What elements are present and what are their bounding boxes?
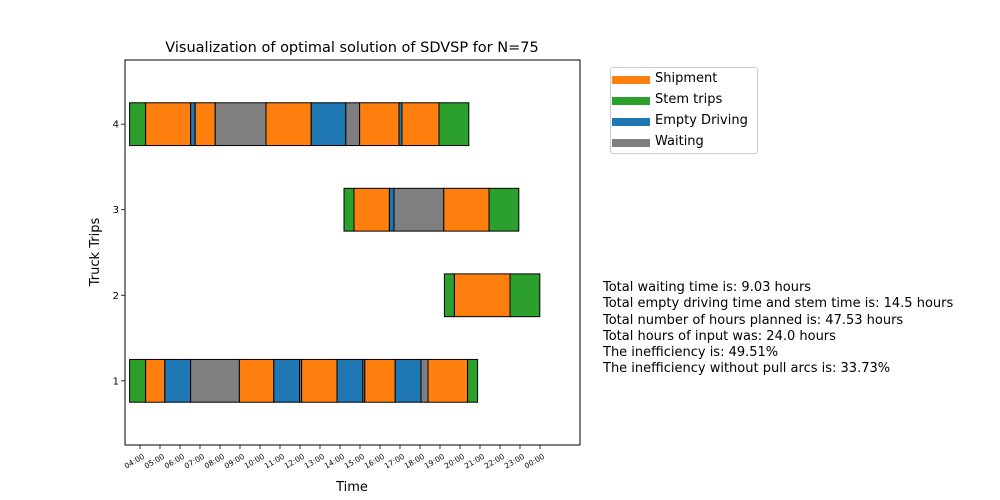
bar-truck4-stem-11 xyxy=(438,102,470,147)
bar-truck1-stem-14 xyxy=(467,358,479,403)
bars-layer xyxy=(129,102,541,403)
bar-truck4-shipment-1 xyxy=(145,102,192,147)
bar-truck1-empty-5 xyxy=(273,358,301,403)
x-tick-label-17: 21:00 xyxy=(463,452,486,471)
x-tick-label-12: 16:00 xyxy=(363,452,386,471)
x-tick-label-18: 22:00 xyxy=(483,452,506,471)
x-tick-label-4: 08:00 xyxy=(203,452,226,471)
x-tick-label-20: 00:00 xyxy=(523,452,546,471)
legend-swatch-shipment xyxy=(612,76,650,84)
bar-truck1-empty-8 xyxy=(336,358,364,403)
legend-label-shipment: Shipment xyxy=(655,71,718,86)
legend-label-waiting: Waiting xyxy=(655,134,704,149)
y-tick-label-3: 4 xyxy=(113,120,119,131)
legend-label-empty-driving: Empty Driving xyxy=(655,113,748,128)
x-tick-label-7: 11:00 xyxy=(263,452,286,471)
legend-label-stem-trips: Stem trips xyxy=(655,92,723,107)
bar-truck3-stem-0 xyxy=(343,187,355,232)
x-tick-label-8: 12:00 xyxy=(283,452,306,471)
bar-truck3-shipment-1 xyxy=(353,187,390,232)
bar-truck4-stem-0 xyxy=(129,102,147,147)
bar-truck3-shipment-4 xyxy=(443,187,490,232)
stat-inefficiency-no-pull-arcs: The inefficiency without pull arcs is: 3… xyxy=(603,361,891,377)
y-axis-label: Truck Trips xyxy=(88,218,103,288)
bar-truck1-empty-11 xyxy=(394,358,422,403)
x-tick-label-1: 05:00 xyxy=(143,452,166,471)
legend-item-waiting: Waiting xyxy=(611,132,759,152)
bar-truck1-shipment-13 xyxy=(427,358,469,403)
bar-truck4-waiting-7 xyxy=(345,102,361,147)
bar-truck2-stem-0 xyxy=(443,273,455,318)
bar-truck1-empty-2 xyxy=(164,358,192,403)
x-tick-label-16: 20:00 xyxy=(443,452,466,471)
x-tick-label-14: 18:00 xyxy=(403,452,426,471)
stat-hours-planned: Total number of hours planned is: 47.53 … xyxy=(603,312,904,328)
x-tick-label-15: 19:00 xyxy=(423,452,446,471)
legend: Shipment Stem trips Empty Driving Waitin… xyxy=(610,67,758,154)
bar-truck3-waiting-3 xyxy=(393,187,445,232)
bar-truck4-shipment-10 xyxy=(401,102,440,147)
bar-truck2-stem-2 xyxy=(509,273,541,318)
x-tick-label-5: 09:00 xyxy=(223,452,246,471)
bar-truck1-shipment-1 xyxy=(145,358,166,403)
x-axis: 04:0005:0006:0007:0008:0009:0010:0011:00… xyxy=(123,445,546,471)
y-axis: 1 2 3 4 xyxy=(113,120,125,387)
bar-truck4-empty-2 xyxy=(190,102,196,147)
x-tick-label-19: 23:00 xyxy=(503,452,526,471)
y-tick-label-0: 1 xyxy=(113,376,119,387)
x-tick-label-6: 10:00 xyxy=(243,452,266,471)
stat-hours-input: Total hours of input was: 24.0 hours xyxy=(603,328,836,344)
y-tick-label-2: 3 xyxy=(113,205,119,216)
legend-item-stem-trips: Stem trips xyxy=(611,90,759,110)
plot-border xyxy=(124,59,581,446)
y-tick-label-1: 2 xyxy=(113,291,119,302)
bar-truck4-shipment-3 xyxy=(194,102,216,147)
x-tick-label-10: 14:00 xyxy=(323,452,346,471)
legend-item-shipment: Shipment xyxy=(611,69,759,89)
bar-truck1-stem-0 xyxy=(129,358,147,403)
legend-swatch-waiting xyxy=(612,139,650,147)
bar-truck1-shipment-7 xyxy=(301,358,338,403)
x-tick-label-9: 13:00 xyxy=(303,452,326,471)
bar-truck1-waiting-3 xyxy=(190,358,240,403)
x-tick-label-3: 07:00 xyxy=(183,452,206,471)
bar-truck4-shipment-5 xyxy=(265,102,312,147)
x-tick-label-0: 04:00 xyxy=(123,452,146,471)
stat-empty-stem-time: Total empty driving time and stem time i… xyxy=(603,296,954,312)
bar-truck4-waiting-4 xyxy=(214,102,267,147)
bar-truck1-shipment-10 xyxy=(364,358,396,403)
x-axis-label: Time xyxy=(335,480,368,495)
legend-swatch-stem-trips xyxy=(612,97,650,105)
bar-truck1-waiting-12 xyxy=(420,358,429,403)
x-tick-label-11: 15:00 xyxy=(343,452,366,471)
stat-waiting-time: Total waiting time is: 9.03 hours xyxy=(603,280,812,295)
bar-truck3-empty-2 xyxy=(388,187,395,232)
chart-title: Visualization of optimal solution of SDV… xyxy=(165,40,538,56)
x-tick-label-13: 17:00 xyxy=(383,452,406,471)
bar-truck1-shipment-4 xyxy=(238,358,275,403)
legend-swatch-empty-driving xyxy=(612,118,650,126)
stat-inefficiency: The inefficiency is: 49.51% xyxy=(603,345,779,361)
bar-truck4-empty-6 xyxy=(310,102,347,147)
stats-summary: Total waiting time is: 9.03 hours Total … xyxy=(603,280,953,378)
bar-truck2-shipment-1 xyxy=(453,273,511,318)
x-tick-label-2: 06:00 xyxy=(163,452,186,471)
bar-truck3-stem-5 xyxy=(488,187,520,232)
bar-truck4-shipment-8 xyxy=(359,102,400,147)
legend-item-empty-driving: Empty Driving xyxy=(611,111,759,131)
